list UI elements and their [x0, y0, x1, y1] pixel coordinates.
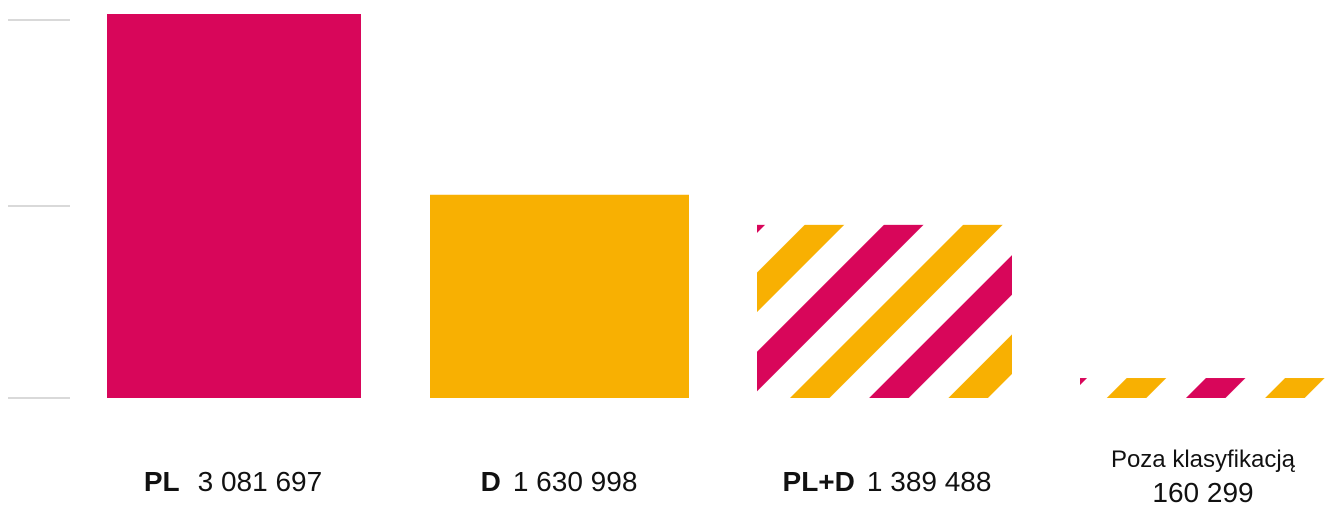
category-code: PL — [144, 466, 180, 497]
bar-3 — [1080, 378, 1326, 398]
category-value: 1 630 998 — [513, 466, 638, 497]
bar-1 — [430, 194, 689, 398]
category-label-2: PL+D 1 389 488 — [783, 466, 992, 497]
category-label-0: PL 3 081 697 — [144, 466, 322, 497]
gridlines — [8, 19, 70, 399]
category-labels: PL 3 081 697 D 1 630 998 PL+D 1 389 488 Poza k… — [144, 446, 1296, 505]
bar-2 — [757, 224, 1012, 398]
category-code: D — [481, 466, 501, 497]
category-label-3-value: 160 299 — [1152, 477, 1253, 505]
category-label-3-name: Poza klasyfikacją — [1111, 446, 1296, 473]
category-label-1: D 1 630 998 — [481, 466, 638, 497]
category-value: 3 081 697 — [198, 466, 323, 497]
category-code: PL+D — [783, 466, 855, 497]
bars — [107, 14, 1326, 398]
category-value: 1 389 488 — [867, 466, 992, 497]
bar-0 — [107, 14, 361, 398]
